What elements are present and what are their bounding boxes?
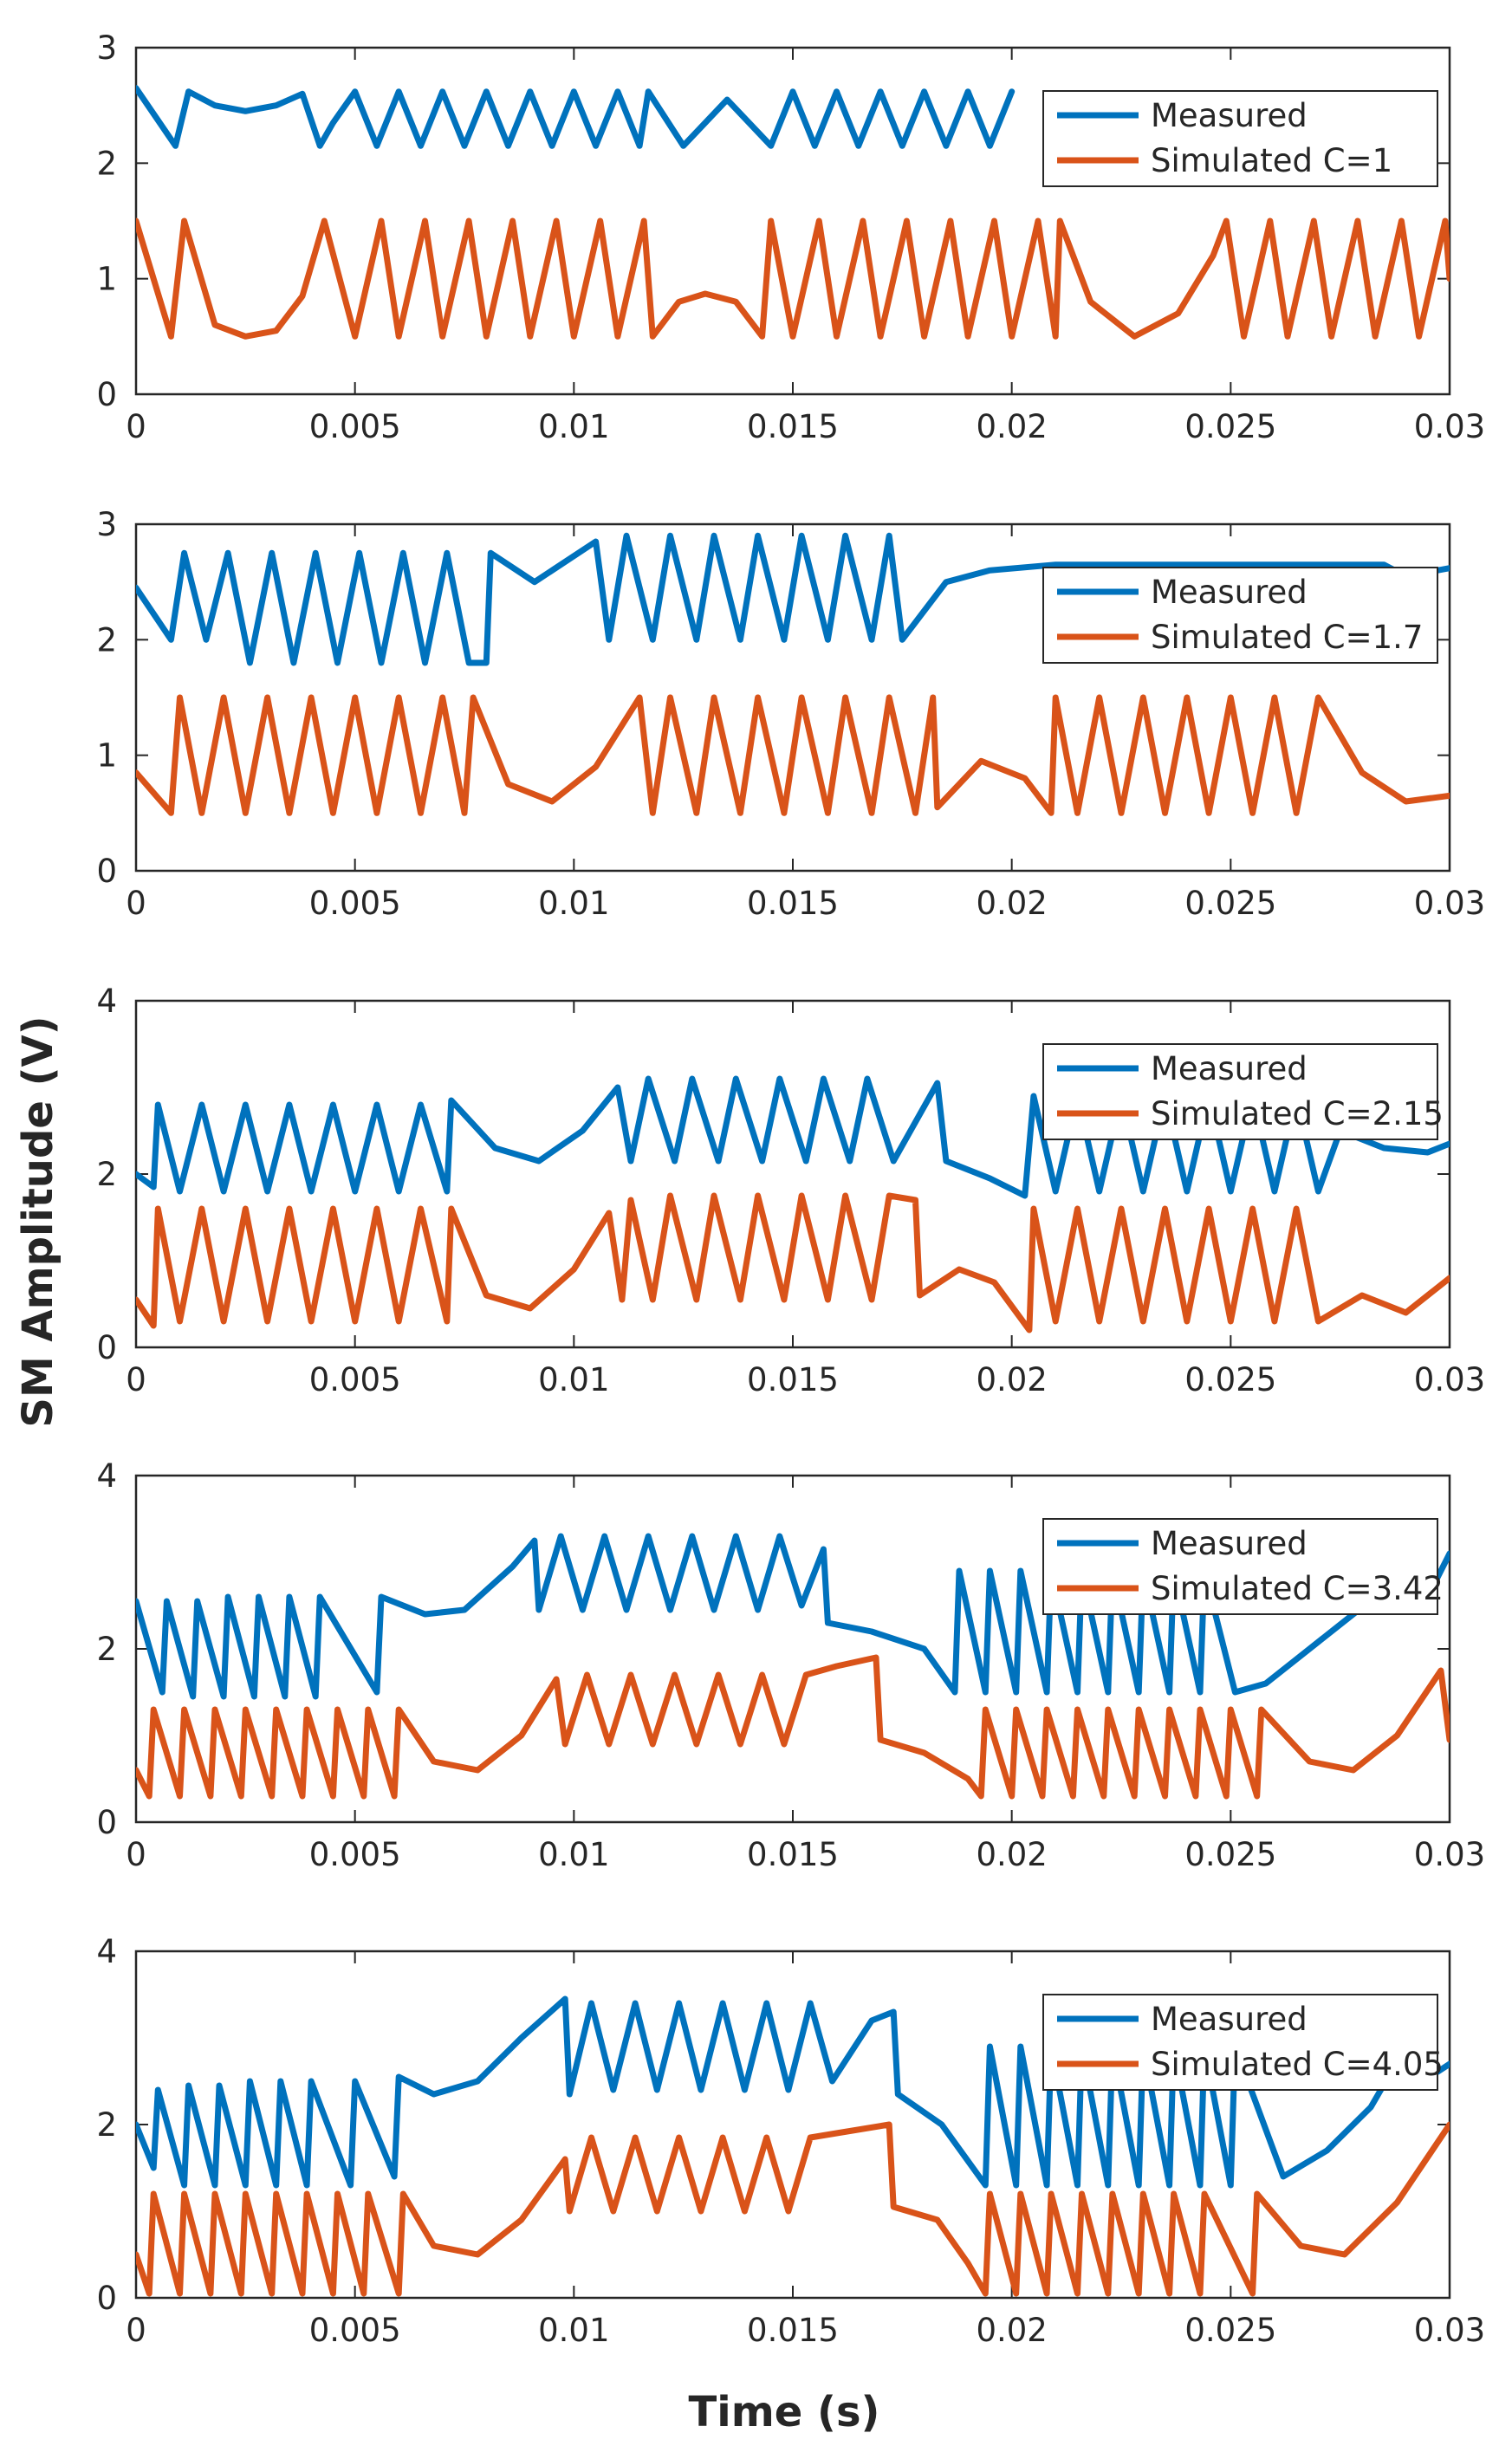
y-tick-label: 1 [96,261,117,298]
x-tick-label: 0.02 [976,885,1047,922]
y-tick-label: 4 [96,1457,117,1495]
y-axis-title: SM Amplitude (V) [14,1015,62,1427]
x-tick-label: 0.005 [309,2312,401,2349]
subplots: 0 0.005 0.01 0.015 0.02 0.025 0.03 0 1 2 3 Measured… [96,29,1485,2349]
legend: Measured Simulated C=1.7 [1042,567,1438,664]
x-tick-label: 0.015 [747,1361,839,1398]
simulated-series-line [136,1192,1450,1333]
x-tick-label: 0.01 [538,1836,609,1873]
y-tick-label: 1 [96,737,117,775]
x-tick-label: 0.03 [1414,408,1485,445]
legend-box [1042,1043,1438,1140]
y-tick-label: 3 [96,29,117,67]
subplot-2: 0 0.005 0.01 0.015 0.02 0.025 0.03 0 1 2 3 Measured… [96,506,1485,922]
legend: Measured Simulated C=4.05 [1042,1994,1444,2091]
simulated-series-line [136,2121,1450,2297]
simulated-series-line [136,217,1450,340]
measured-series-line [136,1995,1450,2189]
x-tick-label: 0.02 [976,408,1047,445]
y-tick-label: 0 [96,853,117,890]
x-tick-label: 0.01 [538,1361,609,1398]
x-tick-label: 0 [126,408,146,445]
subplot-4: 0 0.005 0.01 0.015 0.02 0.025 0.03 0 2 4 Measured S… [96,1457,1485,1873]
x-tick-label: 0.005 [309,1361,401,1398]
x-tick-label: 0.015 [747,1836,839,1873]
legend-box [1042,1994,1438,2091]
series-group [136,532,1450,816]
x-tick-label: 0 [126,885,146,922]
y-tick-label: 0 [96,376,117,413]
x-tick-label: 0.02 [976,2312,1047,2349]
y-tick-label: 4 [96,983,117,1020]
legend-label-simulated: Simulated C=1.7 [1151,619,1423,656]
y-tick-label: 0 [96,2280,117,2317]
x-tick-label: 0 [126,2312,146,2349]
subplot-1: 0 0.005 0.01 0.015 0.02 0.025 0.03 0 1 2 3 Measured… [96,29,1485,445]
x-tick-label: 0.01 [538,2312,609,2349]
y-tick-label: 3 [96,506,117,543]
y-tick-label: 2 [96,1156,117,1193]
x-tick-label: 0.03 [1414,885,1485,922]
x-tick-label: 0 [126,1361,146,1398]
subplot-5: 0 0.005 0.01 0.015 0.02 0.025 0.03 0 2 4 Measured S… [96,1933,1485,2349]
x-tick-label: 0.03 [1414,1361,1485,1398]
x-axis-title: Time (s) [689,2388,880,2436]
y-tick-label: 2 [96,2106,117,2144]
x-tick-label: 0.025 [1184,1836,1276,1873]
y-tick-label: 4 [96,1933,117,1970]
simulated-series-line [136,1654,1450,1800]
y-tick-label: 2 [96,145,117,182]
x-tick-label: 0.03 [1414,2312,1485,2349]
measured-series-line [136,532,1450,666]
x-tick-label: 0.025 [1184,408,1276,445]
x-tick-label: 0.01 [538,408,609,445]
x-tick-label: 0.025 [1184,1361,1276,1398]
y-tick-label: 0 [96,1329,117,1366]
x-tick-label: 0.015 [747,2312,839,2349]
y-tick-label: 2 [96,1631,117,1668]
x-tick-label: 0.03 [1414,1836,1485,1873]
legend-label-simulated: Simulated C=2.15 [1151,1095,1444,1132]
legend-box [1042,90,1438,187]
y-tick-label: 2 [96,621,117,659]
series-group [136,1995,1450,2297]
legend: Measured Simulated C=1 [1042,90,1438,187]
legend-label-simulated: Simulated C=4.05 [1151,2046,1444,2083]
legend-label-measured: Measured [1151,574,1308,611]
x-tick-label: 0.02 [976,1361,1047,1398]
x-tick-label: 0.01 [538,885,609,922]
x-tick-label: 0.025 [1184,2312,1276,2349]
x-tick-label: 0.005 [309,885,401,922]
legend-label-measured: Measured [1151,1050,1308,1087]
measured-series-line [136,85,1016,149]
legend: Measured Simulated C=2.15 [1042,1043,1444,1140]
legend-label-measured: Measured [1151,97,1308,134]
x-tick-label: 0.005 [309,408,401,445]
x-tick-label: 0.015 [747,408,839,445]
legend-box [1042,1518,1438,1615]
legend-label-simulated: Simulated C=1 [1151,142,1392,179]
legend-label-measured: Measured [1151,2001,1308,2038]
y-tick-label: 0 [96,1804,117,1841]
x-tick-label: 0.02 [976,1836,1047,1873]
x-tick-label: 0.025 [1184,885,1276,922]
x-tick-label: 0.015 [747,885,839,922]
legend-box [1042,567,1438,664]
subplot-3: 0 0.005 0.01 0.015 0.02 0.025 0.03 0 2 4 Measured S… [96,983,1485,1398]
series-group [136,85,1450,340]
legend: Measured Simulated C=3.42 [1042,1518,1444,1615]
x-tick-label: 0 [126,1836,146,1873]
legend-label-simulated: Simulated C=3.42 [1151,1570,1444,1607]
simulated-series-line [136,694,1450,816]
legend-label-measured: Measured [1151,1525,1308,1562]
x-tick-label: 0.005 [309,1836,401,1873]
